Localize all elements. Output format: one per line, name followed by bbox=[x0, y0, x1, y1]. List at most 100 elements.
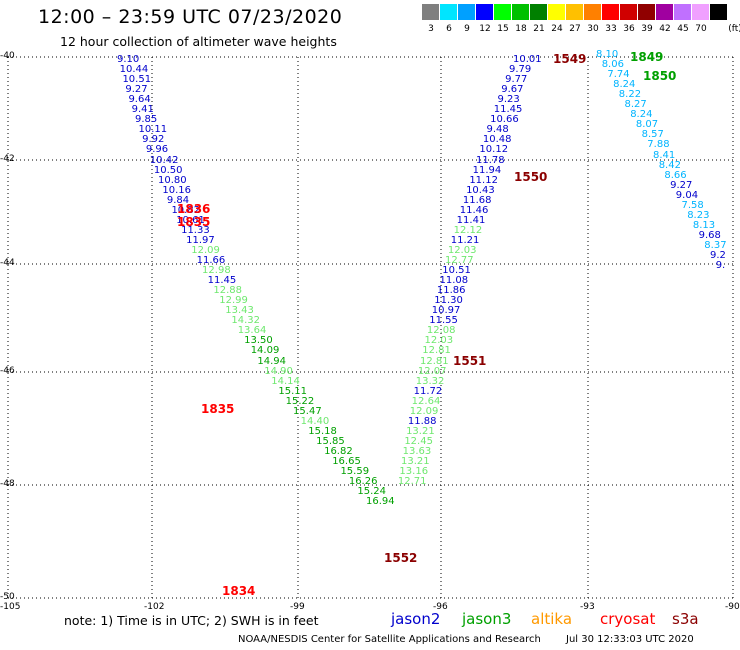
swh-value: 9.48 bbox=[486, 124, 509, 136]
swh-value: 11.78 bbox=[476, 154, 505, 166]
pass-number: 1850 bbox=[643, 69, 677, 83]
scale-swatch bbox=[476, 4, 493, 20]
swh-value: 10.43 bbox=[466, 184, 495, 196]
swh-value: 8.22 bbox=[618, 89, 642, 101]
swh-value: 9.68 bbox=[698, 229, 721, 241]
scale-swatch bbox=[674, 4, 691, 20]
lon-label: -96 bbox=[433, 602, 448, 612]
swh-value: 12.99 bbox=[219, 295, 248, 307]
pass-number: 1549 bbox=[553, 52, 587, 66]
swh-value: 14.32 bbox=[231, 315, 261, 327]
swh-value: 15.22 bbox=[285, 395, 315, 407]
swh-value: 11.88 bbox=[407, 415, 437, 427]
lon-label: -90 bbox=[725, 602, 740, 612]
swh-value: 8.06 bbox=[601, 59, 624, 71]
scale-label: 18 bbox=[515, 24, 527, 34]
swh-value: 12.77 bbox=[445, 255, 474, 266]
scale-label: 12 bbox=[479, 24, 491, 34]
swh-value: 11.30 bbox=[434, 295, 463, 307]
scale-label: 21 bbox=[533, 24, 545, 34]
swh-value: 15.59 bbox=[340, 466, 370, 478]
swh-value: 15.11 bbox=[278, 385, 307, 397]
swh-value: 9.41 bbox=[131, 104, 154, 116]
swh-value: 13.50 bbox=[244, 335, 273, 347]
swh-value: 8.24 bbox=[630, 109, 653, 121]
scale-label: 33 bbox=[605, 24, 617, 34]
swh-value: 7.74 bbox=[607, 69, 630, 81]
swh-value: 11.94 bbox=[472, 164, 502, 176]
scale-swatch bbox=[440, 4, 457, 20]
swh-value: 16.82 bbox=[324, 445, 353, 457]
swh-value: 15.18 bbox=[308, 425, 337, 437]
swh-value: 11.08 bbox=[439, 275, 469, 287]
pass-number: 1835 bbox=[201, 402, 235, 416]
swh-value: 16.26 bbox=[348, 476, 378, 488]
scale-label: 36 bbox=[623, 24, 635, 34]
swh-value: 11.86 bbox=[436, 285, 466, 297]
swh-value: 8.07 bbox=[635, 119, 659, 131]
swh-value: 10.11 bbox=[138, 124, 168, 136]
swh-value: 8.66 bbox=[664, 169, 687, 181]
swh-value: 12.09 bbox=[191, 244, 220, 256]
swh-value: 13.21 bbox=[401, 456, 430, 467]
swh-value: 10.44 bbox=[119, 64, 149, 76]
swh-value: 7.88 bbox=[647, 139, 670, 151]
swh-value: 11.12 bbox=[469, 174, 498, 186]
scale-swatch bbox=[584, 4, 601, 20]
swh-value: 10.48 bbox=[482, 134, 512, 146]
lat-label: -40 bbox=[0, 51, 15, 61]
swh-value: 11.68 bbox=[462, 194, 492, 206]
legend-altika: altika bbox=[531, 610, 573, 628]
swh-value: 12.08 bbox=[426, 325, 456, 337]
swh-value: 14.94 bbox=[257, 355, 287, 367]
swh-value: 13.64 bbox=[237, 325, 267, 337]
swh-value: 9.23 bbox=[497, 94, 520, 106]
swh-value: 11.72 bbox=[413, 385, 443, 397]
legend-jason2: jason2 bbox=[391, 610, 441, 628]
swh-value: 9.84 bbox=[166, 194, 190, 206]
lon-label: -93 bbox=[580, 602, 595, 612]
swh-value: 7.58 bbox=[681, 199, 704, 211]
scale-unit: (ft) bbox=[728, 24, 740, 34]
swh-value: 8.41 bbox=[653, 149, 676, 161]
scale-swatch bbox=[656, 4, 673, 20]
scale-label: 3 bbox=[428, 24, 434, 34]
swh-value: 8.10 bbox=[596, 49, 619, 60]
pass-number: 1849 bbox=[630, 50, 664, 64]
legend-jason3: jason3 bbox=[462, 610, 512, 628]
swh-value: 14.90 bbox=[264, 365, 293, 377]
swh-value: 8.23 bbox=[687, 209, 710, 221]
pass-number: 1551 bbox=[453, 354, 487, 368]
swh-value: 12.81 bbox=[420, 355, 449, 367]
scale-label: 42 bbox=[659, 24, 671, 34]
scale-label: 30 bbox=[587, 24, 599, 34]
scale-swatch bbox=[638, 4, 655, 20]
swh-value: 11.45 bbox=[493, 104, 523, 116]
swh-value: 11.66 bbox=[196, 255, 226, 266]
swh-value: 8.57 bbox=[641, 129, 664, 141]
swh-value: 12.71 bbox=[397, 476, 427, 488]
lat-label: -48 bbox=[0, 479, 15, 489]
swh-value: 11.55 bbox=[429, 315, 458, 327]
swh-value: 9.96 bbox=[145, 144, 169, 156]
swh-value: 12.98 bbox=[202, 265, 231, 277]
swh-value: 16.65 bbox=[332, 456, 361, 467]
scale-label: 39 bbox=[641, 24, 653, 34]
swh-value: 12.03 bbox=[447, 244, 477, 256]
scale-label: 27 bbox=[569, 24, 581, 34]
swh-value: 8.42 bbox=[658, 159, 681, 171]
swh-value: 11.21 bbox=[450, 234, 480, 246]
swh-value: 9.92 bbox=[142, 134, 165, 146]
swh-value: 10.16 bbox=[162, 184, 191, 196]
pass-number: 1835 bbox=[177, 215, 211, 229]
swh-value: 13.21 bbox=[406, 425, 435, 437]
swh-value: 9.79 bbox=[509, 64, 532, 76]
swh-value: 11.45 bbox=[207, 275, 237, 287]
scale-swatch bbox=[494, 4, 511, 20]
swh-value: 13.16 bbox=[399, 466, 429, 478]
scale-swatch bbox=[620, 4, 637, 20]
scale-swatch bbox=[566, 4, 583, 20]
swh-value: 8.13 bbox=[692, 219, 716, 231]
swh-value: 11.97 bbox=[186, 234, 215, 246]
swh-value: 16.94 bbox=[366, 496, 395, 508]
